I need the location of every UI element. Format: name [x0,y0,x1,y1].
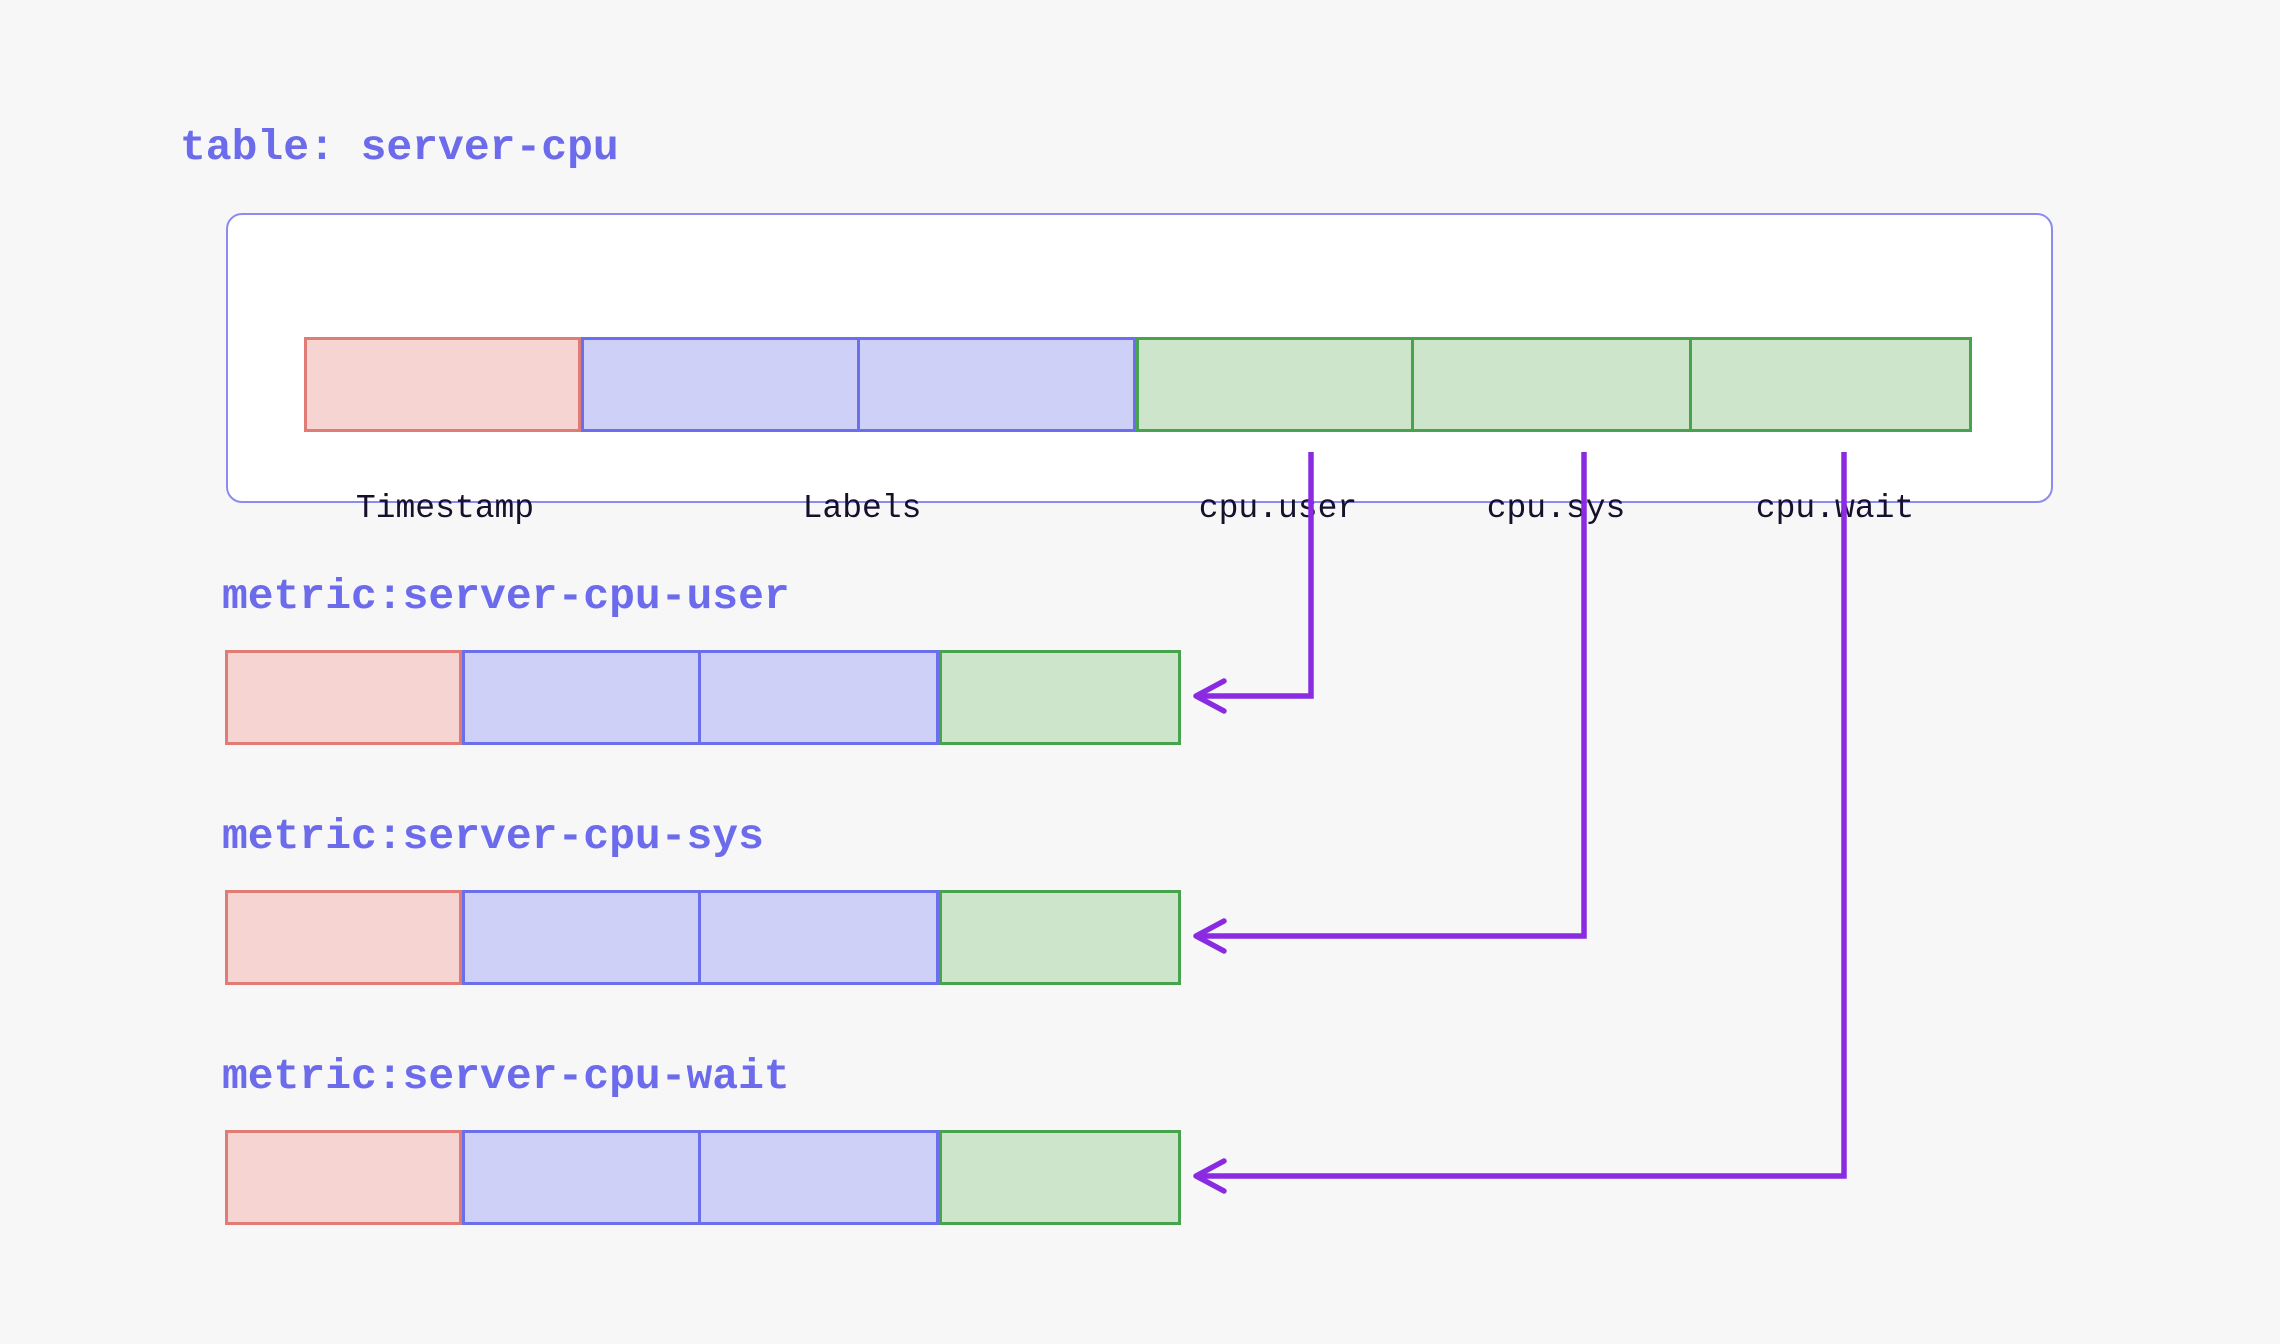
metric-cell-label-2 [698,890,939,985]
table-cell-timestamp [304,337,581,432]
arrow-cpu-wait-to-metric [1193,452,1847,1194]
metric-group-cpu-wait: metric:server-cpu-wait [222,1052,1225,1225]
metric-label-cpu-sys: metric:server-cpu-sys [222,812,764,861]
column-header-cpu-sys: cpu.sys [1486,490,1626,527]
metric-label-cpu-wait: metric:server-cpu-wait [222,1052,790,1101]
metric-cell-label-2 [698,1130,939,1225]
metric-row-cpu-wait [225,1130,1181,1225]
metric-group-cpu-sys: metric:server-cpu-sys [222,812,1225,985]
metric-cell-timestamp [225,1130,462,1225]
metric-cell-value [939,1130,1181,1225]
metric-label-cpu-user: metric:server-cpu-user [222,572,790,621]
metric-cell-label-2 [698,650,939,745]
table-cell-cpu-user [1136,337,1414,432]
metric-cell-timestamp [225,650,462,745]
metric-row-cpu-user [225,650,1181,745]
metric-row-cpu-sys [225,890,1181,985]
metric-cell-label-1 [462,890,701,985]
table-box: Timestamp Labels cpu.user cpu.sys cpu.wa… [226,213,2053,527]
table-cell-label-1 [581,337,860,432]
table-cell-cpu-wait [1689,337,1972,432]
metric-cell-value [939,890,1181,985]
column-header-timestamp: Timestamp [355,490,535,527]
metric-cell-label-1 [462,650,701,745]
metric-cell-timestamp [225,890,462,985]
column-header-labels: Labels [802,490,922,527]
column-header-cpu-wait: cpu.wait [1755,490,1915,527]
metric-cell-label-1 [462,1130,701,1225]
table-title: table: server-cpu [180,123,619,172]
metric-cell-value [939,650,1181,745]
table-cell-cpu-sys [1411,337,1692,432]
column-header-cpu-user: cpu.user [1198,490,1358,527]
table-cell-label-2 [857,337,1136,432]
metric-group-cpu-user: metric:server-cpu-user [222,572,1225,745]
table-row [304,337,1972,432]
